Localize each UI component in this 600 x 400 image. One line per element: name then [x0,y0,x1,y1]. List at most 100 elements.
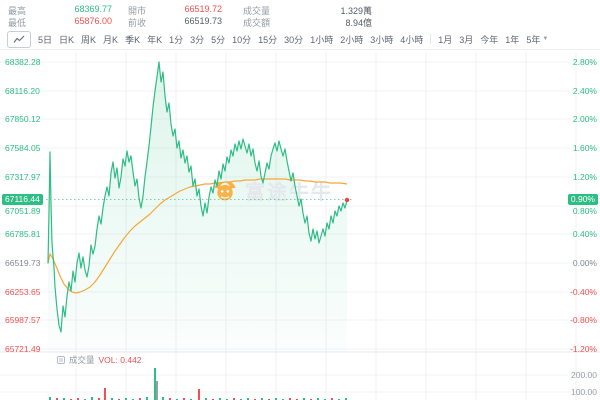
volume-bar [111,398,113,400]
volume-bar [317,398,319,400]
volume-bar [219,398,221,400]
volume-bar [275,398,277,400]
volume-bar [91,397,93,400]
volume-bar [233,398,235,400]
prev-close-label: 前收 [128,18,147,28]
percent-axis-label: 2.40% [572,86,597,96]
period-toolbar: 5日 日K 周K 月K 季K 年K 1分 3分 5分 10分 15分 30分 1小時 2小時 3小時 4小時 1… [0,29,600,50]
price-axis-label: 65987.57 [5,315,41,325]
period-tab[interactable]: 30分 [284,34,304,45]
price-axis-label: 66253.65 [5,287,41,297]
volume-bar [303,398,305,400]
price-axis-label: 68382.28 [5,57,41,67]
turnover-value: 8.94億 [345,18,372,28]
change-percent-badge: 0.90% [567,194,598,205]
open-value: 66519.72 [184,4,222,14]
period-tabs: 5日 日K 周K 月K 季K 年K 1分 3分 5分 10分 15分 30分 1小時 2小時 3小時 4小時 1… [38,33,519,46]
period-tab[interactable]: 今年 [480,34,499,45]
volume-bar [139,398,141,400]
prev-close-value: 66519.73 [184,16,222,26]
price-axis-label: 66519.73 [5,258,41,268]
volume-bar [261,398,263,400]
period-tab[interactable]: 1月 [438,34,453,45]
period-tab[interactable]: 年K [147,34,163,45]
period-tab[interactable]: 1分 [169,34,184,45]
volume-bar [56,398,58,400]
open-label: 開市 [128,6,147,16]
period-tab[interactable]: 10分 [232,34,252,45]
volume-bar [331,398,333,400]
period-dropdown[interactable]: 5年 ▼ [526,33,548,46]
period-tab[interactable]: 季K [125,34,141,45]
watermark-text: 富途牛牛 [245,182,333,204]
period-tab[interactable]: 日K [59,34,75,45]
period-tab[interactable]: 5分 [211,34,226,45]
low-label: 最低 [8,18,27,28]
period-tab[interactable]: 3分 [190,34,205,45]
high-label: 最高 [8,6,27,16]
period-tab[interactable]: 2小時 [340,34,364,45]
price-axis-label: 66785.81 [5,229,41,239]
volume-indicator-row[interactable]: 成交量 VOL: 0.442 [57,354,142,366]
percent-axis-label: -1.20% [570,344,597,354]
volume-bar [198,389,200,400]
volume-bar [156,381,158,400]
percent-axis-label: 2.80% [572,57,597,67]
price-axis-label: 67317.97 [5,172,41,182]
period-tab[interactable]: 3月 [459,34,474,45]
price-axis-label: 67051.89 [5,206,41,216]
price-area-fill [48,62,347,352]
turnover-label: 成交額 [243,18,271,28]
percent-axis-label: 2.00% [572,114,597,124]
mini-chart-icon [13,35,25,43]
volume-bar [146,397,148,400]
volume-bar [98,398,100,400]
high-value: 68369.77 [74,4,112,14]
period-tab[interactable]: 3小時 [370,34,394,45]
period-tab[interactable]: 1小時 [310,34,334,45]
volume-bar [205,398,207,400]
volume-bar [125,398,127,400]
volume-axis-label: 200.00 [571,370,597,380]
volume-bar [77,398,79,400]
price-axis-label: 68116.20 [5,86,40,96]
period-tab[interactable]: 周K [81,34,97,45]
percent-axis-label: 0.80% [572,206,597,216]
volume-bar [49,397,51,400]
period-tab[interactable]: 1年 [505,34,520,45]
toolbar-divider [430,34,432,44]
percent-axis-label: 1.60% [572,143,597,153]
timeline-view-button[interactable] [7,30,31,48]
volume-pane-value: VOL: 0.442 [98,355,142,365]
period-tab[interactable]: 5日 [38,34,53,45]
volume-bar [183,398,185,400]
volume-bar [63,398,65,400]
volume-bar [154,368,156,400]
volume-pane-label: 成交量 [69,355,95,365]
period-tab[interactable]: 4小時 [400,34,424,45]
watermark: 富途牛牛 [212,176,333,205]
volume-label: 成交量 [243,6,271,16]
percent-axis-label: -0.40% [570,287,597,297]
period-tab[interactable]: 月K [103,34,119,45]
volume-value: 1.329萬 [340,6,372,16]
quote-info-bar: 最高 68369.77 最低 65876.00 開市 66519.72 前收 6… [0,0,600,29]
volume-bar [289,398,291,400]
volume-bar [247,398,249,400]
volume-bar [345,398,347,400]
percent-axis-label: 0.40% [572,229,597,239]
volume-bar [162,397,164,400]
price-axis-label: 67850.12 [5,114,41,124]
volume-axis-label: 100.00 [571,387,597,397]
chevron-down-icon: ▼ [542,36,549,42]
volume-indicator-icon [57,356,65,364]
percent-axis-label: 1.20% [572,172,597,182]
percent-axis-label: -0.80% [570,315,597,325]
futu-bull-logo-icon [214,181,236,200]
period-dropdown-label: 5年 [526,34,541,45]
period-tab[interactable]: 15分 [258,34,278,45]
current-price-badge: 67116.44 [2,194,43,205]
price-axis-label: 67584.05 [5,143,41,153]
low-value: 65876.00 [74,16,112,26]
